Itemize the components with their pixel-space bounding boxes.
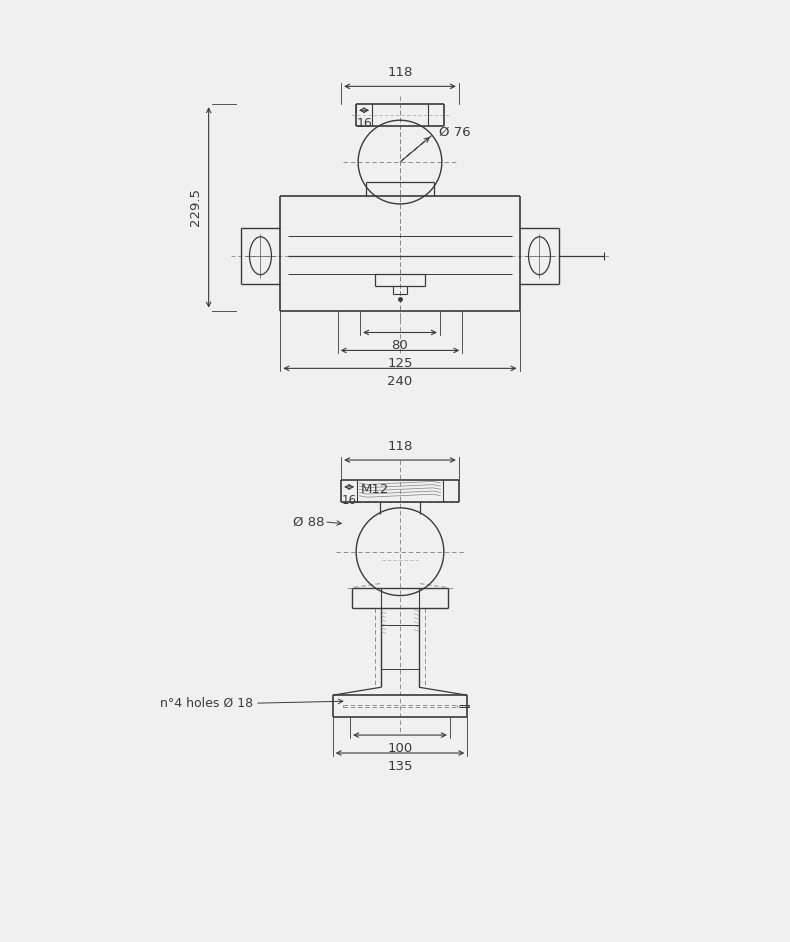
Text: 240: 240 xyxy=(387,375,412,388)
Text: 80: 80 xyxy=(392,339,408,352)
Text: M12: M12 xyxy=(361,483,389,496)
Text: 135: 135 xyxy=(387,760,412,773)
Text: Ø 76: Ø 76 xyxy=(439,125,471,138)
Text: 100: 100 xyxy=(387,742,412,755)
Text: 229.5: 229.5 xyxy=(189,188,201,226)
Text: 118: 118 xyxy=(387,66,412,79)
Text: 125: 125 xyxy=(387,357,412,370)
Text: 16: 16 xyxy=(356,117,372,130)
Text: 16: 16 xyxy=(341,494,356,507)
Text: Ø 88: Ø 88 xyxy=(293,515,324,528)
Text: 118: 118 xyxy=(387,440,412,453)
Text: n°4 holes Ø 18: n°4 holes Ø 18 xyxy=(160,697,253,709)
